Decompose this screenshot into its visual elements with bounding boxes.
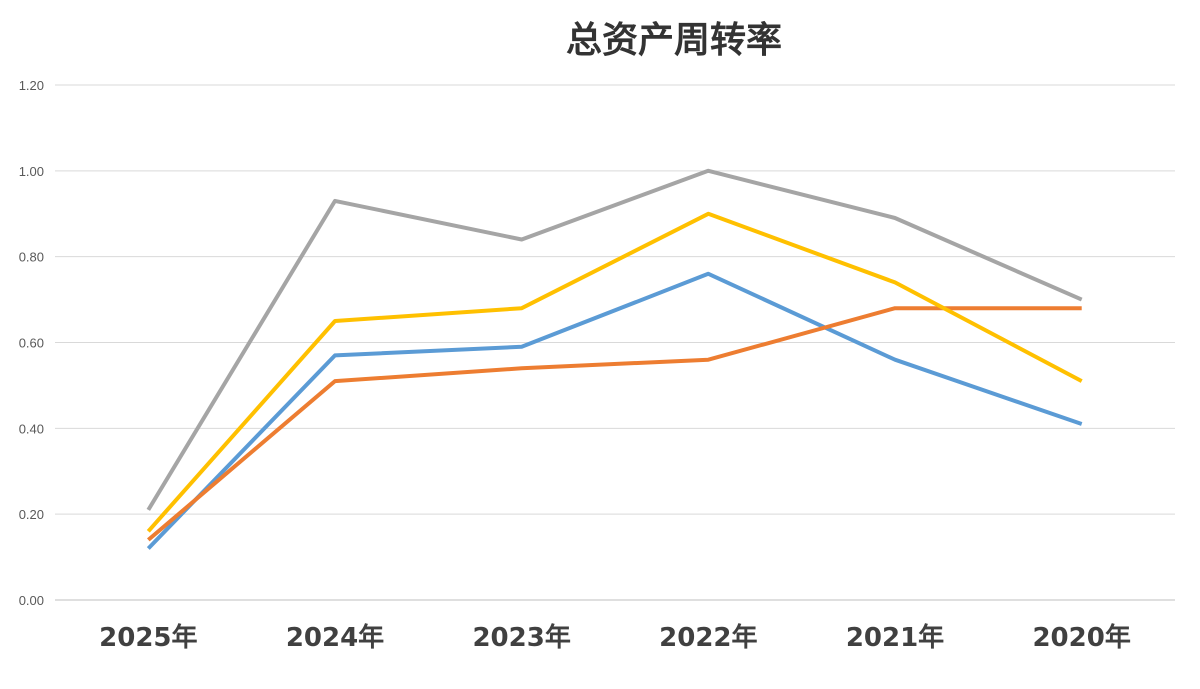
y-tick-label: 0.60 <box>19 336 44 351</box>
x-tick-label: 2021年 <box>846 622 944 653</box>
series-line-3 <box>146 168 1083 511</box>
series-lines <box>146 168 1083 550</box>
series-line-2 <box>147 306 1082 542</box>
x-tick-label: 2025年 <box>99 622 197 653</box>
x-axis-ticks: 2025年 2024年 2023年 2022年 2021年 2020年 <box>99 622 1131 653</box>
y-tick-label: 0.80 <box>19 250 44 265</box>
x-tick-label: 2024年 <box>286 622 384 653</box>
x-tick-label: 2020年 <box>1032 622 1130 653</box>
y-tick-label: 1.00 <box>19 164 44 179</box>
x-tick-label: 2022年 <box>659 622 757 653</box>
y-tick-label: 0.00 <box>19 593 44 608</box>
chart-title: 总资产周转率 <box>566 19 782 61</box>
y-tick-label: 0.20 <box>19 507 44 522</box>
y-tick-label: 0.40 <box>19 421 44 436</box>
x-tick-label: 2023年 <box>472 622 570 653</box>
series-line-4 <box>146 211 1083 533</box>
y-tick-label: 1.20 <box>19 78 44 93</box>
y-axis-ticks: 0.00 0.20 0.40 0.60 0.80 1.00 1.20 <box>19 78 44 608</box>
series-line-1 <box>146 271 1083 550</box>
